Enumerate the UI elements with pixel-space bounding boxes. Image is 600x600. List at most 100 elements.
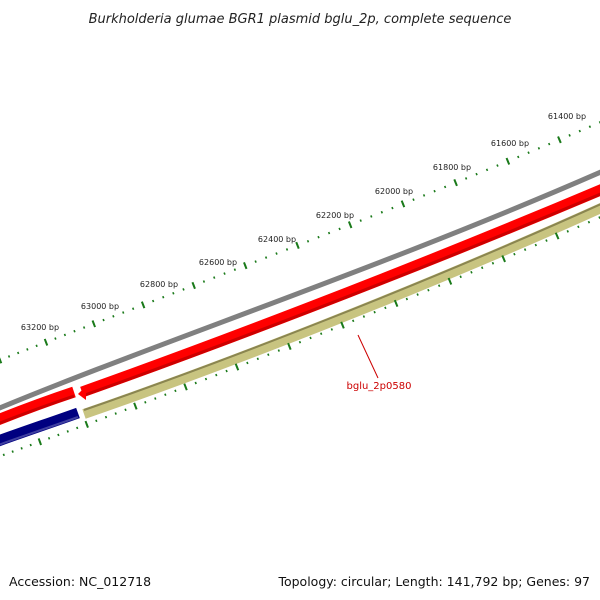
outer-major-tick: [0, 357, 3, 364]
inner-major-tick: [501, 255, 506, 263]
forward-gene-shade: [81, 192, 600, 398]
outer-minor-tick: [317, 235, 320, 239]
inner-minor-tick: [154, 397, 157, 400]
inner-minor-tick: [416, 293, 419, 296]
inner-minor-tick: [11, 450, 14, 453]
outer-minor-tick: [433, 189, 436, 193]
inner-minor-tick: [330, 328, 333, 331]
inner-minor-tick: [144, 401, 147, 404]
outer-minor-tick: [422, 194, 426, 197]
outer-minor-tick: [412, 198, 415, 201]
outer-major-tick: [505, 157, 511, 165]
outer-minor-tick: [35, 344, 38, 348]
outer-minor-tick: [464, 177, 468, 180]
outer-minor-tick: [233, 268, 237, 271]
inner-minor-tick: [362, 315, 366, 318]
inner-minor-tick: [352, 319, 355, 323]
inner-minor-tick: [164, 393, 167, 396]
outer-minor-tick: [380, 210, 383, 214]
outer-minor-tick: [285, 248, 289, 251]
outer-minor-tick: [102, 318, 105, 322]
reverse-strand-gene: [0, 407, 80, 447]
backbone-arc: [0, 169, 600, 411]
outer-minor-tick: [338, 227, 341, 231]
outer-minor-tick: [485, 168, 489, 172]
outer-minor-tick: [568, 134, 571, 137]
outer-minor-tick: [54, 337, 57, 340]
inner-ruler-major-ticks: [37, 232, 560, 446]
outer-ruler-major-ticks: [0, 136, 562, 364]
ruler-label: 62400 bp: [258, 235, 296, 244]
inner-minor-tick: [76, 426, 79, 430]
outer-minor-tick: [443, 185, 447, 189]
outer-ruler-minor-ticks: [0, 121, 600, 362]
outer-minor-tick: [527, 151, 530, 154]
inner-minor-tick: [277, 349, 280, 352]
inner-minor-tick: [523, 248, 527, 251]
inner-minor-tick: [57, 433, 60, 437]
outer-major-tick: [453, 179, 458, 187]
inner-minor-tick: [373, 310, 376, 314]
inner-minor-tick: [267, 353, 270, 357]
ruler-label: 62600 bp: [199, 258, 237, 267]
inner-minor-tick: [124, 408, 127, 412]
outer-major-tick: [43, 338, 49, 346]
inner-minor-tick: [577, 225, 580, 229]
forward-strand-genes: [0, 184, 600, 425]
outer-minor-tick: [496, 164, 499, 167]
inner-minor-tick: [491, 261, 495, 265]
outer-minor-tick: [391, 206, 394, 210]
inner-minor-tick: [47, 437, 51, 440]
outer-minor-tick: [82, 326, 86, 329]
outer-major-tick: [191, 281, 196, 290]
forward-gene-bglu-2p0580: [80, 184, 600, 398]
inner-minor-tick: [405, 297, 409, 301]
gc-content-track: [82, 203, 600, 419]
inner-minor-tick: [437, 284, 441, 288]
outer-minor-tick: [588, 125, 592, 129]
inner-minor-tick: [114, 412, 117, 415]
ruler-label: 61800 bp: [433, 163, 471, 172]
outer-minor-tick: [122, 311, 125, 314]
outer-minor-tick: [26, 348, 29, 351]
inner-minor-tick: [298, 340, 302, 344]
outer-minor-tick: [578, 129, 581, 133]
inner-major-tick: [340, 321, 345, 329]
outer-major-tick: [557, 136, 562, 144]
outer-minor-tick: [306, 239, 310, 243]
outer-minor-tick: [63, 333, 67, 337]
ruler-label: 62000 bp: [375, 187, 413, 196]
inner-major-tick: [84, 420, 89, 428]
inner-minor-tick: [470, 270, 473, 274]
outer-minor-tick: [475, 172, 478, 176]
inner-minor-tick: [384, 306, 387, 310]
inner-minor-tick: [95, 419, 98, 423]
reverse-strand-gene-shade: [0, 416, 79, 446]
gene-label-bglu-2p0580: bglu_2p0580: [347, 381, 412, 392]
inner-major-tick: [234, 363, 240, 371]
inner-minor-tick: [459, 275, 462, 279]
inner-minor-tick: [104, 415, 108, 419]
outer-major-tick: [400, 200, 406, 208]
inner-minor-tick: [320, 332, 323, 336]
inner-minor-tick: [587, 220, 591, 224]
inner-minor-tick: [174, 389, 177, 393]
inner-major-tick: [393, 299, 399, 308]
outer-minor-tick: [152, 299, 155, 303]
inner-major-tick: [554, 232, 560, 240]
outer-minor-tick: [213, 276, 216, 279]
outer-minor-tick: [275, 252, 278, 255]
summary-text: Topology: circular; Length: 141,792 bp; …: [277, 574, 590, 589]
inner-major-tick: [447, 277, 453, 285]
inner-minor-tick: [545, 239, 548, 242]
inner-minor-tick: [246, 361, 249, 365]
outer-minor-tick: [223, 272, 226, 275]
outer-minor-tick: [132, 307, 135, 311]
outer-minor-tick: [254, 260, 257, 263]
inner-minor-tick: [427, 288, 430, 292]
gc-content-track-edge: [83, 203, 600, 411]
inner-minor-tick: [566, 230, 569, 233]
outer-minor-tick: [7, 355, 11, 358]
gene-arrow-head: [78, 386, 86, 400]
